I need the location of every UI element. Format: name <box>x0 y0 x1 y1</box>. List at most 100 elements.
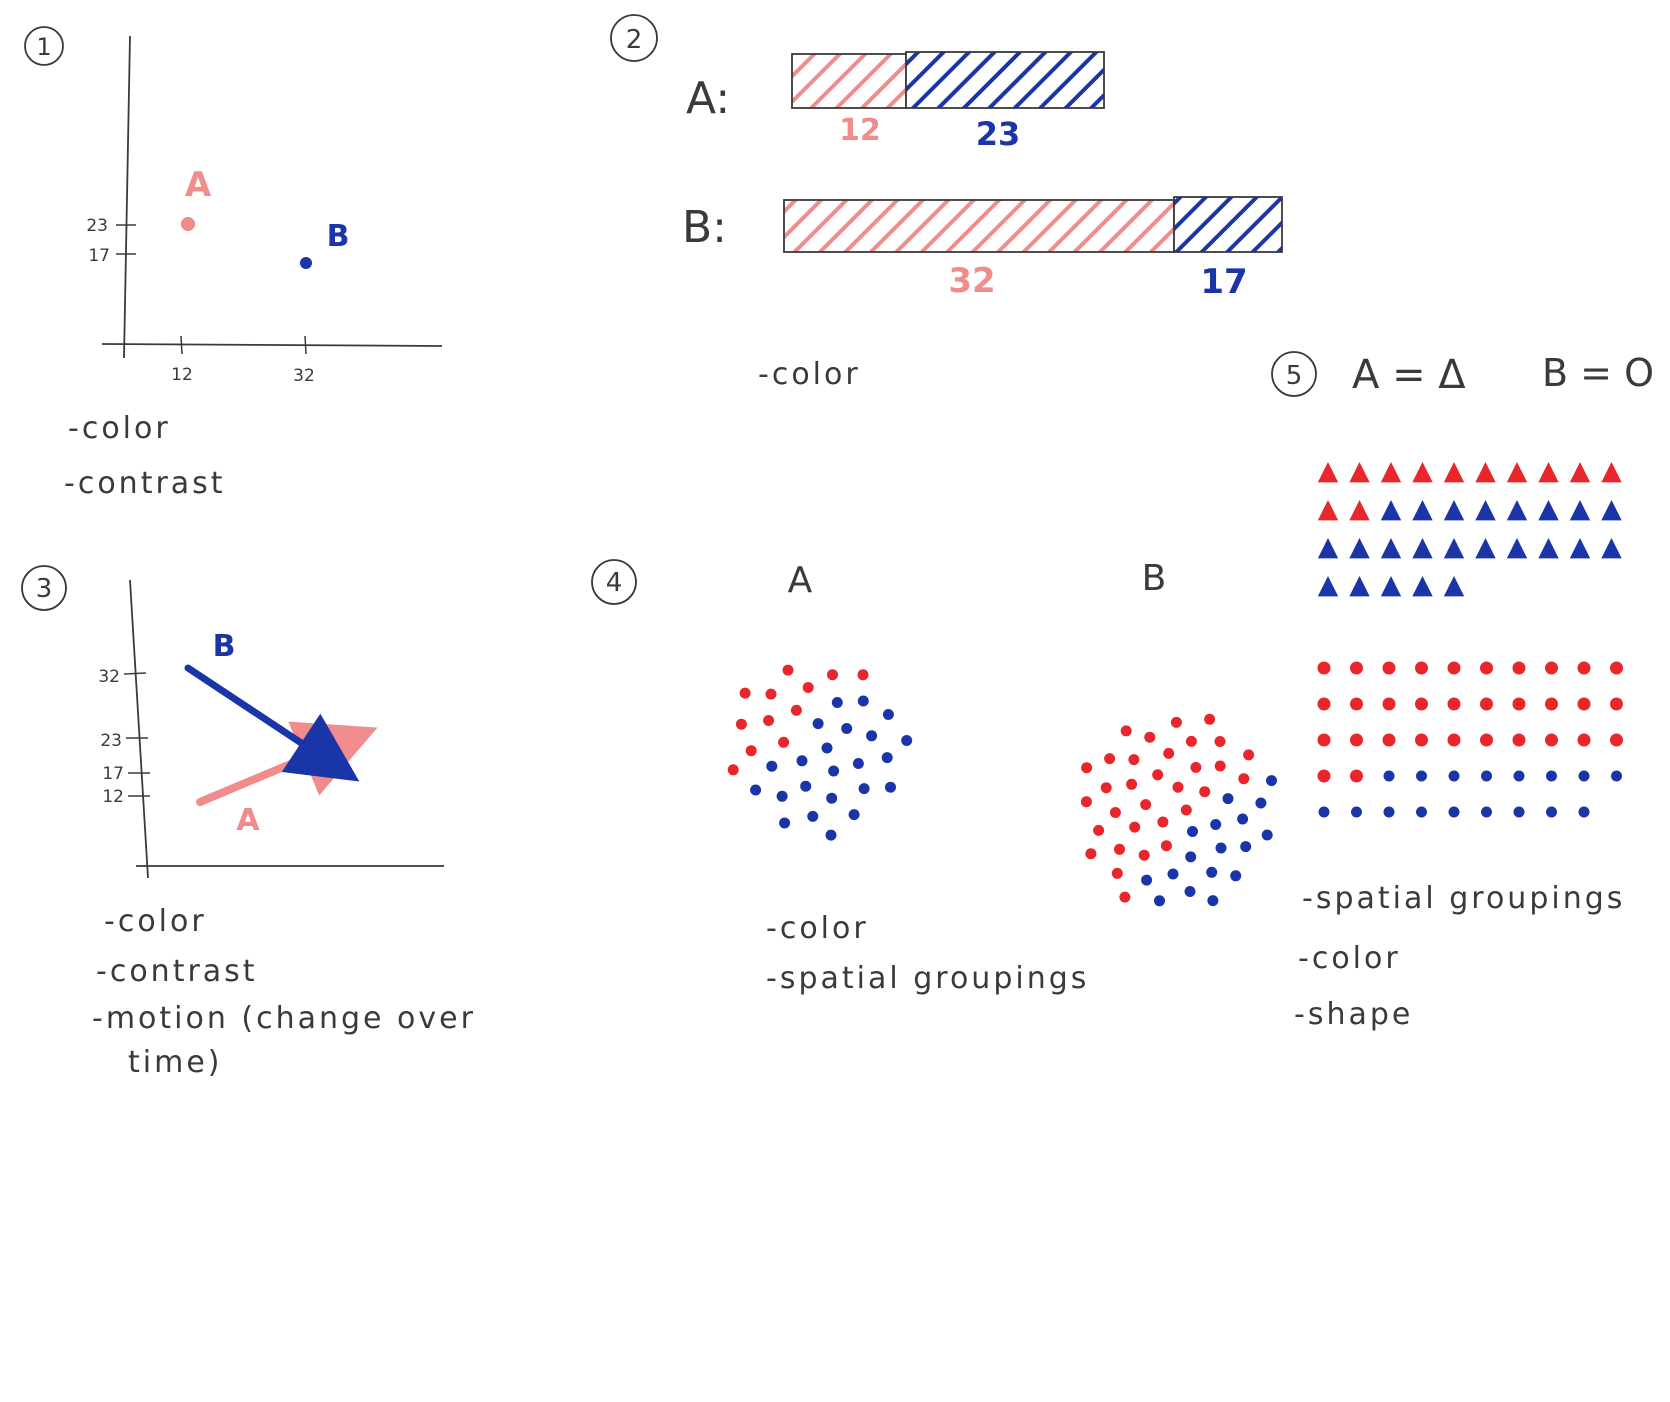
panel-number: 1 <box>36 33 51 61</box>
y-tick-label: 23 <box>86 216 108 236</box>
panel-3: 3 32 23 17 12 A B -color -contrast -moti… <box>21 565 476 1080</box>
red-dot <box>1120 725 1132 737</box>
blue-dot <box>1185 851 1197 863</box>
blue-dot <box>1206 866 1218 878</box>
note: -color <box>1298 941 1401 976</box>
blue-dot <box>1351 806 1362 818</box>
red-dot <box>1447 733 1461 747</box>
red-dot <box>1480 697 1493 711</box>
dot-cluster-a <box>727 664 913 841</box>
blue-triangle <box>1506 500 1528 521</box>
red-dot <box>1160 840 1172 852</box>
red-dot <box>1382 697 1396 711</box>
red-dot <box>1577 697 1591 711</box>
red-dot <box>1172 781 1184 793</box>
blue-dot <box>1261 829 1273 841</box>
blue-triangle <box>1538 500 1559 521</box>
red-dot <box>1317 769 1331 783</box>
blue-dot <box>1546 770 1557 782</box>
blue-dot <box>750 784 762 796</box>
panel-1: 1 12 32 23 17 A B -color -contrast <box>24 26 443 501</box>
blue-dot <box>882 709 894 720</box>
red-dot <box>1081 762 1093 774</box>
y-tick-label: 32 <box>98 667 120 687</box>
blue-dot <box>1266 775 1277 787</box>
panel-2: 2 A: B: 12 23 32 17 -color <box>610 14 1283 392</box>
blue-dot <box>1513 806 1525 818</box>
blue-dot <box>1416 806 1427 818</box>
blue-triangle <box>1380 500 1402 521</box>
blue-triangle <box>1538 538 1559 559</box>
red-triangle <box>1380 462 1402 483</box>
bar-a-pink <box>791 53 907 109</box>
bar-a-blue <box>905 51 1105 109</box>
blue-dot <box>848 809 860 821</box>
point-a-label: A <box>185 165 212 205</box>
red-dot <box>1180 804 1192 816</box>
blue-triangle <box>1443 500 1465 521</box>
red-dot <box>1447 661 1461 675</box>
note: -motion (change over <box>92 1001 476 1036</box>
series-a-line <box>196 721 378 806</box>
red-dot <box>1214 736 1226 747</box>
blue-dot <box>776 790 788 802</box>
y-tick-label: 17 <box>88 246 110 266</box>
blue-dot <box>1611 770 1622 782</box>
red-dot <box>1317 733 1331 747</box>
blue-triangle <box>1412 500 1433 521</box>
blue-dot <box>841 723 853 734</box>
series-b-label: B <box>213 629 236 664</box>
red-triangle <box>1569 462 1591 483</box>
red-dot <box>1610 697 1623 711</box>
series-b-line <box>184 664 360 782</box>
red-dot <box>1350 697 1363 711</box>
red-dot <box>1129 821 1141 833</box>
blue-dot <box>1481 770 1492 782</box>
panel-number: 5 <box>1286 361 1303 391</box>
blue-dot <box>1167 868 1179 880</box>
blue-dot <box>1207 895 1219 907</box>
blue-dot <box>1141 874 1153 886</box>
red-dot <box>1100 782 1112 794</box>
red-dot <box>1093 824 1105 836</box>
category-label: B: <box>682 202 727 253</box>
blue-dot <box>1578 806 1590 818</box>
panel-5: 5 A = Δ B = O -spatial groupings -color … <box>1271 351 1654 1032</box>
blue-dot <box>1210 819 1222 830</box>
blue-triangle <box>1569 538 1591 559</box>
bar-b-blue <box>1173 196 1283 253</box>
panel-number: 3 <box>36 574 53 604</box>
red-dot <box>1317 697 1331 711</box>
red-dot <box>1382 733 1396 747</box>
blue-dot <box>825 829 837 841</box>
red-dot <box>778 736 790 748</box>
blue-triangle <box>1349 538 1370 559</box>
red-dot <box>1152 769 1164 781</box>
red-dot <box>1512 697 1526 711</box>
group-label: B <box>1142 558 1167 599</box>
blue-dot <box>1416 770 1427 782</box>
red-dot <box>1138 849 1150 861</box>
red-triangle <box>1317 500 1339 521</box>
blue-dot <box>828 765 840 777</box>
blue-triangle <box>1601 500 1622 521</box>
blue-dot <box>1513 770 1525 782</box>
red-dot <box>1350 733 1363 747</box>
shape-legend-a: A = Δ <box>1352 352 1466 398</box>
red-dot <box>1104 753 1116 765</box>
red-dot <box>857 669 869 681</box>
note: -spatial groupings <box>1302 881 1625 916</box>
red-dot <box>1447 697 1461 711</box>
red-triangle <box>1538 462 1559 483</box>
blue-dot <box>1255 797 1267 809</box>
red-dot <box>1163 747 1175 759</box>
blue-triangle <box>1380 576 1402 597</box>
red-dot <box>1350 769 1363 783</box>
note: -spatial groupings <box>766 961 1089 996</box>
shape-legend-b: B = O <box>1542 351 1654 395</box>
blue-dot <box>1546 806 1557 818</box>
note: -shape <box>1294 997 1413 1032</box>
red-dot <box>1577 661 1591 675</box>
red-dot <box>1170 716 1182 728</box>
